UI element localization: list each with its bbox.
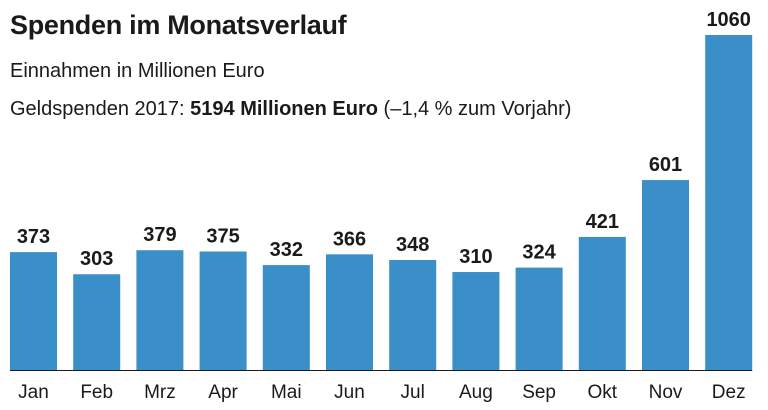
value-label-dez: 1060 (706, 9, 751, 31)
value-label-okt: 421 (586, 211, 619, 233)
bar-okt (578, 236, 626, 370)
value-label-jun: 366 (333, 228, 366, 250)
category-label-nov: Nov (649, 382, 683, 403)
value-label-jul: 348 (396, 234, 429, 256)
value-label-apr: 375 (206, 225, 239, 247)
value-label-mrz: 379 (143, 224, 176, 246)
category-label-jul: Jul (401, 382, 425, 403)
value-label-nov: 601 (649, 154, 682, 176)
bar-dez (705, 35, 753, 370)
value-label-aug: 310 (459, 246, 492, 268)
value-label-sep: 324 (522, 242, 556, 264)
bar-feb (73, 274, 121, 370)
category-label-aug: Aug (459, 382, 493, 403)
value-label-feb: 303 (80, 248, 113, 270)
category-label-mrz: Mrz (144, 382, 176, 403)
chart-title: Spenden im Monatsverlauf (10, 10, 347, 40)
total-note-suffix: (–1,4 % zum Vorjahr) (377, 98, 572, 120)
category-label-feb: Feb (80, 382, 113, 403)
bar-sep (515, 267, 563, 370)
category-label-okt: Okt (588, 382, 618, 403)
category-label-dez: Dez (712, 382, 746, 403)
value-label-mai: 332 (270, 239, 303, 261)
bar-mai (262, 265, 310, 370)
total-note-prefix: Geldspenden 2017: (10, 98, 191, 120)
category-label-sep: Sep (522, 382, 556, 403)
total-note: Geldspenden 2017: 5194 Millionen Euro (–… (10, 98, 571, 121)
value-label-jan: 373 (17, 226, 50, 248)
category-label-jan: Jan (18, 382, 49, 403)
total-note-highlight: 5194 Millionen Euro (190, 98, 378, 120)
bar-jun (326, 254, 373, 370)
bar-jan (10, 252, 57, 370)
bar-apr (199, 251, 247, 370)
bar-jul (389, 260, 437, 370)
bar-mrz (136, 250, 184, 370)
category-label-jun: Jun (334, 382, 365, 403)
category-label-apr: Apr (208, 382, 238, 403)
bar-nov (642, 180, 689, 370)
chart-subtitle: Einnahmen in Millionen Euro (10, 60, 265, 82)
bar-aug (452, 272, 500, 370)
category-label-mai: Mai (271, 382, 302, 403)
